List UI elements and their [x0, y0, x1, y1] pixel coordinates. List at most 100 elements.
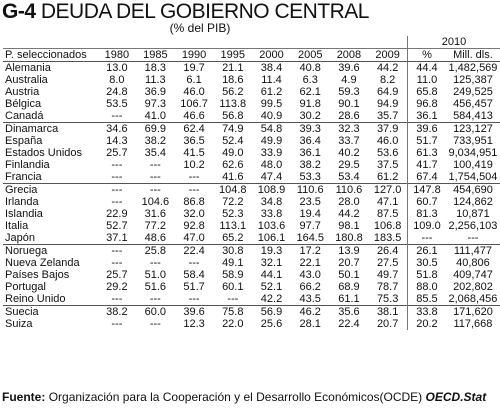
- value-cell: 113.1: [219, 220, 247, 232]
- value-cell: 28.1: [299, 318, 321, 330]
- value-cell: 41.5: [183, 147, 205, 159]
- header-row-top: 2010: [3, 36, 500, 49]
- value-cell: 62.4: [174, 122, 214, 135]
- figure-title: DEUDA DEL GOBIERNO CENTRAL: [40, 0, 370, 23]
- value-cell: 61.2: [260, 86, 283, 98]
- country-cell: Países Bajos: [5, 269, 70, 281]
- pct-2010-cell: 39.6: [407, 122, 446, 135]
- source-note: Fuente: Organización para la Cooperación…: [2, 390, 486, 404]
- header-row: P. seleccionados 1980 1985 1990 1995 200…: [3, 48, 500, 62]
- value-cell: ---: [111, 110, 123, 122]
- value-cell: 87.5: [376, 208, 399, 220]
- country-cell: Suiza: [5, 318, 33, 330]
- country-cell: Japón: [5, 232, 35, 244]
- table-row: Italia 52.7 77.2 92.8 113.1 103.6 97.7 98.1 106.…: [3, 220, 500, 232]
- value-cell: 13.9: [329, 244, 369, 257]
- value-cell: 30.2: [299, 110, 321, 122]
- value-cell: ---: [149, 159, 161, 171]
- country-cell: Finlandia: [5, 159, 50, 171]
- pct-2010-cell: 85.5: [407, 293, 446, 306]
- value-cell: 44.1: [260, 269, 283, 281]
- value-cell: 19.3: [252, 244, 291, 257]
- value-cell: 53.3: [299, 171, 321, 183]
- value-cell: ---: [188, 293, 200, 305]
- value-cell: 103.6: [257, 220, 286, 232]
- pct-2010-cell: 30.5: [407, 257, 446, 269]
- value-cell: 56.8: [222, 110, 244, 122]
- value-cell: 60.1: [222, 281, 244, 293]
- value-cell: 11.4: [261, 74, 282, 86]
- value-cell: ---: [135, 183, 175, 196]
- value-cell: 10.2: [183, 159, 205, 171]
- country-cell: Francia: [5, 171, 42, 183]
- pct-2010-cell: 81.3: [407, 208, 446, 220]
- value-cell: 25.7: [106, 269, 128, 281]
- value-cell: 38.1: [368, 305, 408, 318]
- table-row: Irlanda --- 104.6 86.8 72.2 34.8 23.5 28.0 47.1 6…: [3, 196, 500, 208]
- value-cell: 35.6: [329, 305, 369, 318]
- table-row: Reino Unido --- --- --- --- 42.2 43.5 61.1 75.3 8…: [3, 293, 500, 306]
- value-cell: 58.4: [183, 269, 205, 281]
- table-body: Alemania 13.0 18.3 19.7 21.1 38.4 40.8 39.6 44.2…: [3, 61, 500, 330]
- country-cell: Estados Unidos: [5, 147, 83, 159]
- value-cell: 49.9: [260, 135, 283, 147]
- value-cell: 33.9: [260, 147, 283, 159]
- page-title: G-4 DEUDA DEL GOBIERNO CENTRAL: [2, 0, 370, 24]
- pct-2010-cell: 41.7: [407, 159, 446, 171]
- value-cell: 47.4: [260, 171, 283, 183]
- value-cell: 77.2: [144, 220, 167, 232]
- pct-2010-cell: 88.0: [407, 281, 446, 293]
- table-row: Australia 8.0 11.3 6.1 18.6 11.4 6.3 4.9 8.2 11.0…: [3, 74, 500, 86]
- value-cell: 39.6: [174, 305, 214, 318]
- value-cell: 32.1: [260, 257, 283, 269]
- mill-2010-cell: 249,525: [453, 86, 493, 98]
- value-cell: 29.5: [338, 159, 360, 171]
- table-row: Portugal 29.2 51.6 51.7 60.1 52.1 66.2 68.9 78.7…: [3, 281, 500, 293]
- pct-2010-cell: 44.4: [407, 61, 446, 74]
- mill-2010-cell: 10,871: [456, 208, 490, 220]
- value-cell: 24.8: [106, 86, 128, 98]
- value-cell: 21.1: [222, 62, 244, 74]
- table-row: Países Bajos 25.7 51.0 58.4 58.9 44.1 43.0 50.1…: [3, 269, 500, 281]
- table-row: Alemania 13.0 18.3 19.7 21.1 38.4 40.8 39.6 44.2…: [3, 61, 500, 74]
- value-cell: 43.0: [299, 269, 321, 281]
- value-cell: 61.2: [376, 171, 399, 183]
- value-cell: 22.4: [174, 244, 214, 257]
- header-year: 2000: [252, 48, 291, 62]
- header-year: 1990: [174, 48, 214, 62]
- value-cell: ---: [149, 318, 161, 330]
- value-cell: 37.1: [106, 232, 128, 244]
- value-cell: 56.9: [252, 305, 291, 318]
- pct-2010-cell: 61.3: [407, 147, 446, 159]
- table-row: Suecia 38.2 60.0 39.6 75.8 56.9 46.2 35.6 38.1 33…: [3, 305, 500, 318]
- value-cell: 62.6: [222, 159, 244, 171]
- value-cell: 52.1: [260, 281, 283, 293]
- value-cell: 110.6: [290, 183, 330, 196]
- country-cell: Irlanda: [5, 196, 39, 208]
- pct-2010-cell: ---: [407, 232, 446, 245]
- value-cell: 36.5: [183, 135, 205, 147]
- value-cell: 64.9: [376, 86, 399, 98]
- value-cell: 30.8: [213, 244, 253, 257]
- value-cell: 6.3: [302, 74, 318, 86]
- mill-2010-cell: 40,806: [456, 257, 490, 269]
- value-cell: 37.5: [376, 159, 399, 171]
- value-cell: 41.0: [144, 110, 167, 122]
- country-cell: Portugal: [5, 281, 46, 293]
- value-cell: 25.7: [106, 147, 128, 159]
- value-cell: ---: [188, 257, 200, 269]
- mill-2010-cell: 117,668: [453, 318, 493, 330]
- mill-2010-cell: 456,457: [453, 98, 493, 110]
- value-cell: 53.4: [338, 171, 360, 183]
- value-cell: ---: [188, 171, 200, 183]
- mill-2010-cell: 1,482,569: [448, 62, 498, 74]
- value-cell: 91.8: [299, 98, 321, 110]
- value-cell: 36.4: [299, 135, 321, 147]
- value-cell: 38.4: [260, 62, 283, 74]
- value-cell: 53.6: [376, 147, 399, 159]
- country-cell: España: [5, 135, 43, 147]
- table-row: Suiza --- --- 12.3 22.0 25.6 28.1 22.4 20.7 20.2 1…: [3, 318, 500, 330]
- value-cell: 60.0: [135, 305, 175, 318]
- value-cell: 53.5: [106, 98, 128, 110]
- table-row: Islandia 22.9 31.6 32.0 52.3 33.8 19.4 44.2 87.5…: [3, 208, 500, 220]
